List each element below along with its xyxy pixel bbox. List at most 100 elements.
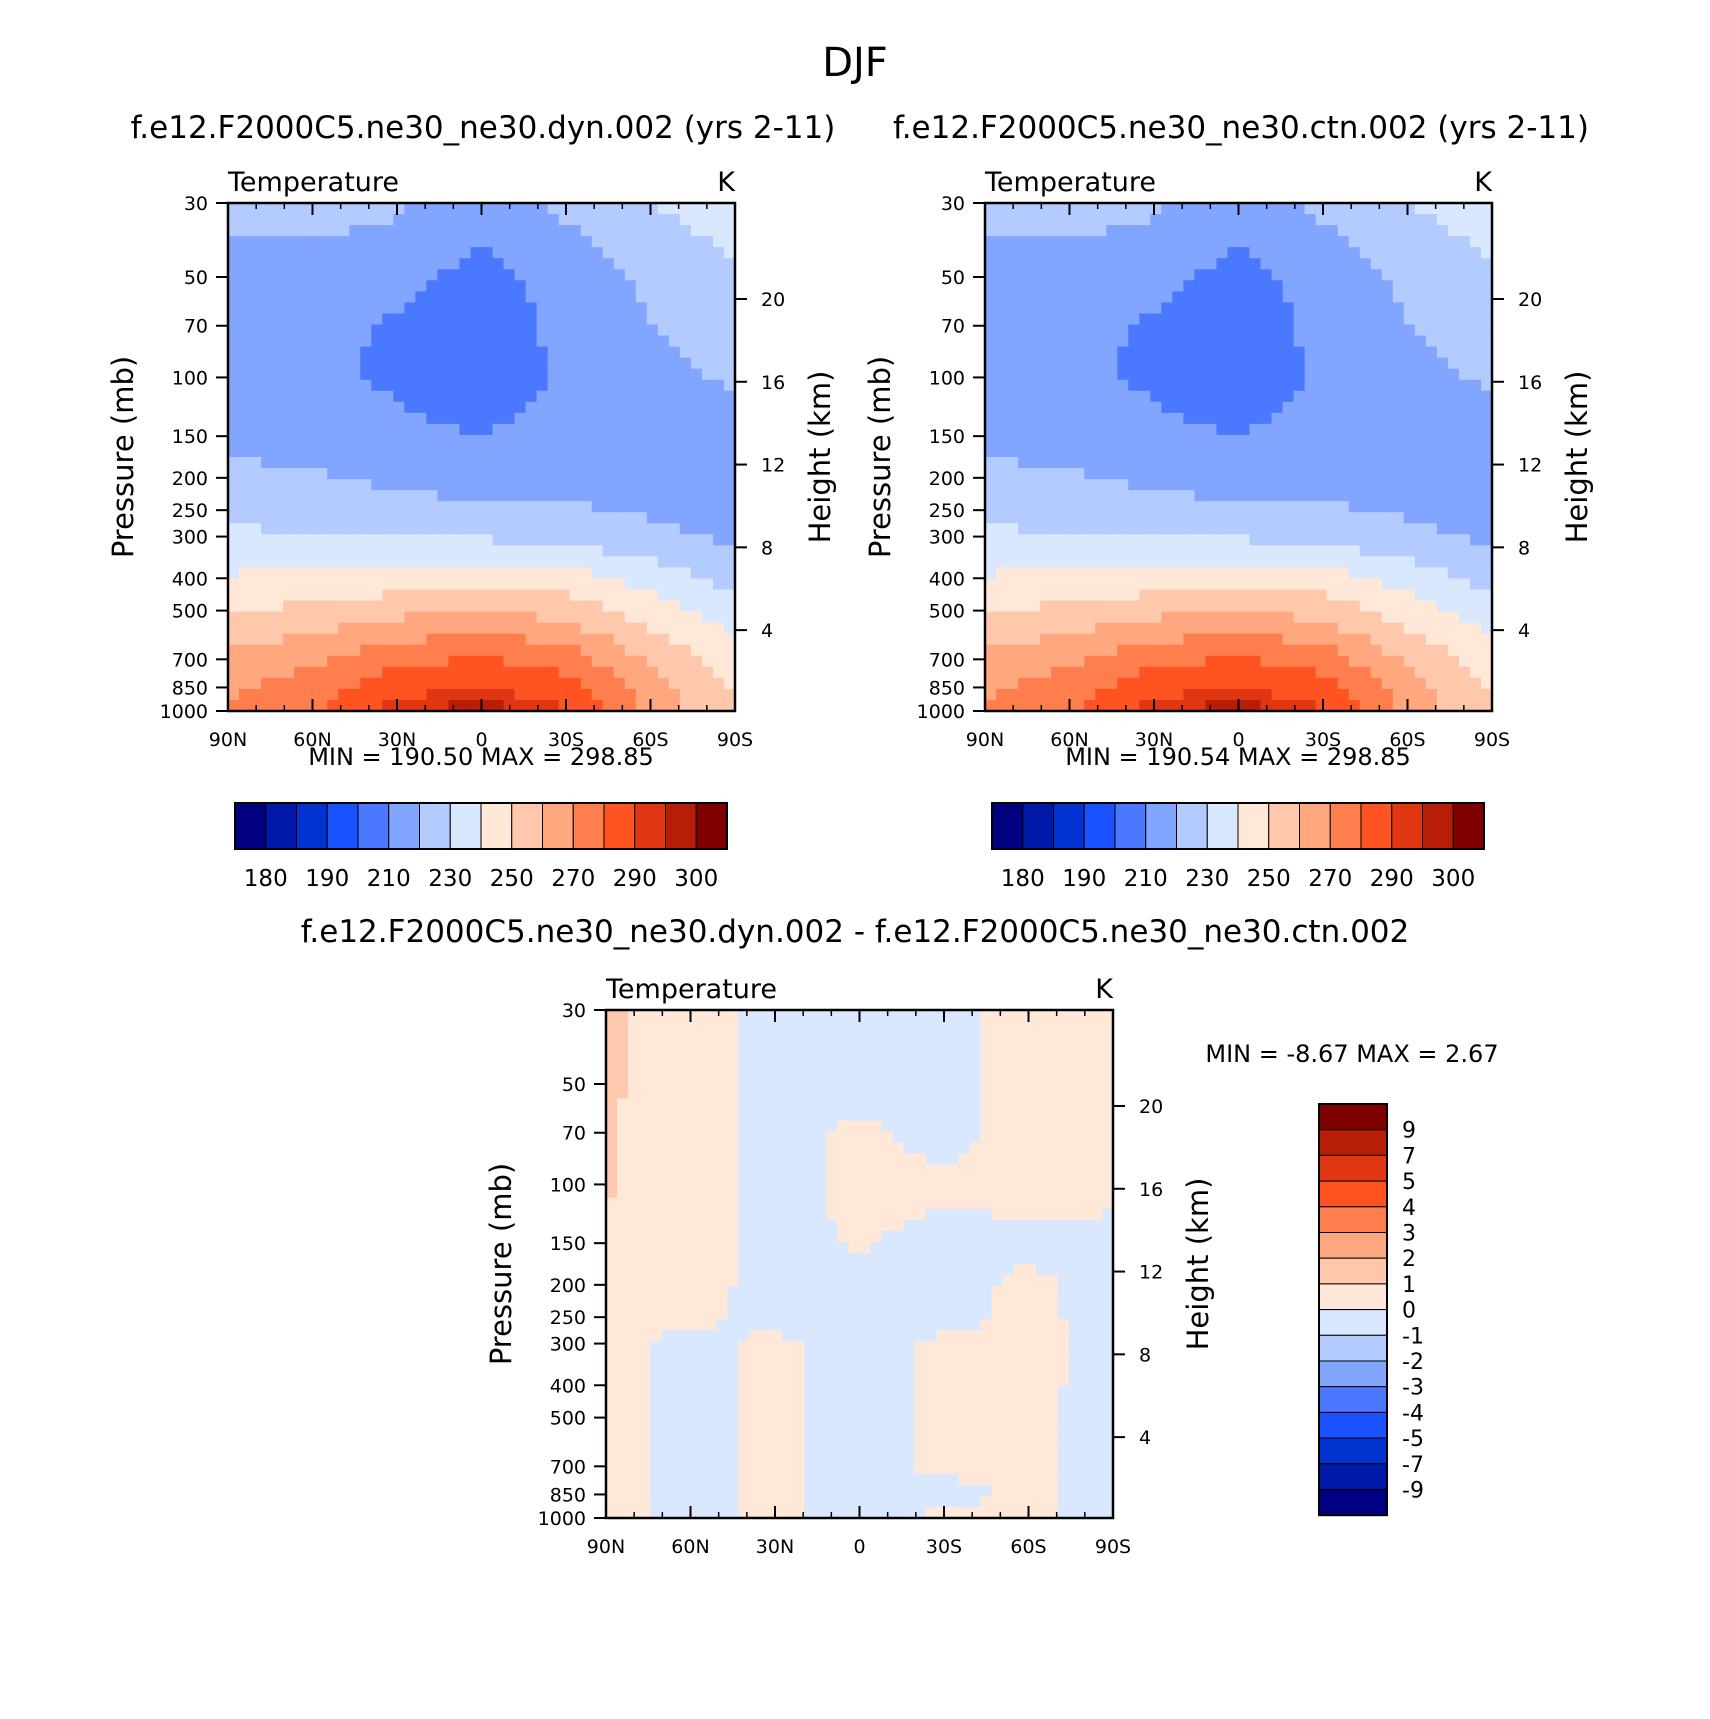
field-cell: [1337, 699, 1350, 712]
field-cell: [815, 1076, 828, 1088]
field-cell: [1414, 214, 1427, 226]
field-cell: [327, 412, 339, 425]
field-cell: [1062, 412, 1074, 425]
field-cell: [1458, 302, 1471, 315]
field-cell: [393, 633, 405, 646]
field-cell: [925, 1098, 938, 1110]
field-cell: [569, 335, 582, 348]
field-cell: [1062, 523, 1074, 535]
field-cell: [415, 313, 427, 326]
field-cell: [558, 578, 571, 591]
field-cell: [1403, 434, 1416, 447]
field-cell: [1326, 346, 1339, 359]
field-cell: [602, 313, 615, 326]
field-cell: [283, 302, 295, 315]
field-cell: [272, 644, 284, 657]
field-cell: [1040, 655, 1052, 668]
field-cell: [639, 1076, 651, 1088]
field-cell: [958, 1087, 971, 1099]
field-cell: [327, 655, 339, 668]
field-cell: [624, 434, 637, 447]
field-cell: [1062, 379, 1074, 392]
field-cell: [657, 434, 670, 447]
field-cell: [1128, 368, 1140, 381]
field-cell: [657, 611, 670, 624]
field-cell: [1370, 688, 1383, 701]
field-cell: [624, 578, 637, 591]
field-cell: [382, 401, 394, 414]
field-cell: [250, 445, 262, 458]
field-cell: [294, 512, 306, 524]
field-cell: [1348, 655, 1361, 668]
field-cell: [349, 479, 361, 491]
field-cell: [360, 390, 372, 403]
field-cell: [679, 423, 692, 436]
field-cell: [1024, 1021, 1037, 1033]
field-cell: [1139, 688, 1151, 701]
field-cell: [1392, 633, 1405, 646]
field-cell: [701, 589, 714, 602]
field-cell: [1271, 313, 1284, 326]
field-cell: [239, 677, 251, 690]
field-cell: [617, 1010, 629, 1022]
field-cell: [1337, 302, 1350, 315]
field-cell: [327, 379, 339, 392]
field-cell: [701, 545, 714, 557]
field-cell: [1161, 423, 1173, 436]
field-cell: [1194, 677, 1207, 690]
field-cell: [459, 379, 472, 392]
field-cell: [1183, 346, 1196, 359]
field-cell: [382, 501, 394, 513]
field-cell: [305, 655, 317, 668]
field-cell: [613, 633, 626, 646]
field-cell: [1029, 313, 1041, 326]
field-cell: [1315, 578, 1328, 591]
field-cell: [1139, 578, 1151, 591]
field-cell: [1315, 324, 1328, 337]
field-cell: [580, 302, 593, 315]
field-cell: [283, 291, 295, 303]
field-cell: [1024, 1054, 1037, 1066]
field-cell: [1194, 280, 1207, 292]
field-cell: [338, 412, 350, 425]
field-cell: [826, 1010, 839, 1022]
field-cell: [1040, 534, 1052, 546]
field-cell: [679, 412, 692, 425]
field-cell: [1480, 280, 1493, 292]
field-cell: [294, 269, 306, 281]
field-cell: [657, 468, 670, 480]
field-cell: [338, 688, 350, 701]
field-cell: [859, 1065, 872, 1077]
field-cell: [1106, 379, 1118, 392]
field-cell: [448, 357, 461, 370]
field-cell: [470, 269, 483, 281]
field-cell: [969, 1021, 982, 1033]
field-cell: [294, 324, 306, 337]
field-cell: [1425, 644, 1438, 657]
field-cell: [360, 236, 372, 248]
field-cell: [683, 1065, 695, 1077]
field-cell: [1194, 611, 1207, 624]
field-cell: [1068, 1120, 1081, 1133]
field-cell: [996, 468, 1008, 480]
field-cell: [536, 324, 549, 337]
field-cell: [1040, 324, 1052, 337]
field-cell: [250, 666, 262, 679]
field-cell: [925, 1109, 938, 1122]
field-cell: [426, 368, 439, 381]
field-cell: [815, 1054, 828, 1066]
y-tick-label: 100: [172, 367, 208, 389]
field-cell: [360, 368, 372, 381]
field-cell: [1315, 688, 1328, 701]
field-cell: [1101, 1010, 1114, 1022]
field-cell: [327, 556, 339, 569]
field-cell: [650, 1109, 662, 1122]
field-cell: [1216, 490, 1229, 502]
field-cell: [1040, 214, 1052, 226]
field-cell: [1480, 523, 1493, 535]
field-cell: [1040, 512, 1052, 524]
field-cell: [272, 545, 284, 557]
field-cell: [1271, 699, 1284, 712]
field-cell: [1392, 534, 1405, 546]
colorbar-tick-label: 250: [490, 866, 534, 892]
